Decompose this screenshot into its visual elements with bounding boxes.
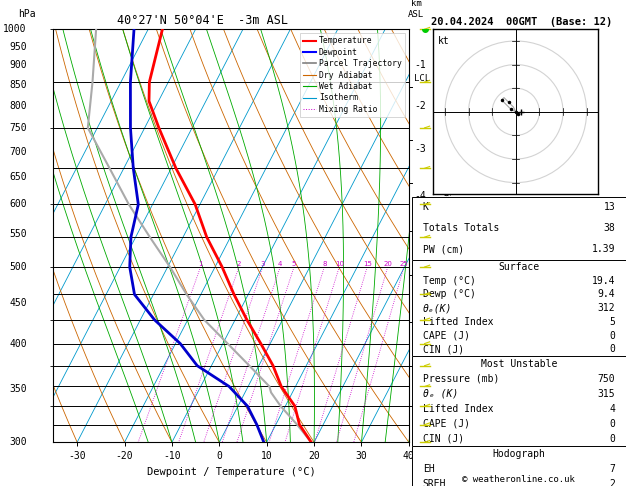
FancyBboxPatch shape [412,356,626,446]
Text: SREH: SREH [423,479,446,486]
Text: 20.04.2024  00GMT  (Base: 12): 20.04.2024 00GMT (Base: 12) [431,17,613,27]
Text: 300: 300 [9,437,27,447]
Text: Hodograph: Hodograph [493,449,545,459]
X-axis label: Dewpoint / Temperature (°C): Dewpoint / Temperature (°C) [147,467,316,477]
Text: CAPE (J): CAPE (J) [423,330,470,341]
Text: -4: -4 [414,191,426,201]
Text: -2: -2 [414,101,426,111]
Text: CIN (J): CIN (J) [423,434,464,444]
Text: 38: 38 [603,224,615,233]
Text: -3: -3 [414,144,426,154]
Text: -7: -7 [414,326,426,336]
Text: 15: 15 [363,261,372,267]
Text: Lifted Index: Lifted Index [423,404,493,414]
Text: 20: 20 [383,261,392,267]
Text: 2: 2 [610,479,615,486]
Text: 13: 13 [603,202,615,212]
Text: 1.39: 1.39 [592,244,615,255]
Text: kt: kt [438,36,450,46]
Text: 315: 315 [598,389,615,399]
Text: EH: EH [423,464,435,474]
FancyBboxPatch shape [412,260,626,356]
FancyBboxPatch shape [412,197,626,260]
Text: 4: 4 [610,404,615,414]
Text: 7: 7 [610,464,615,474]
Text: 500: 500 [9,262,27,272]
Text: 750: 750 [9,123,27,133]
Text: 10: 10 [335,261,344,267]
Text: 0: 0 [610,330,615,341]
Text: 0: 0 [610,434,615,444]
Text: 350: 350 [9,384,27,394]
Text: -5: -5 [414,236,426,245]
Text: LCL: LCL [414,74,430,84]
Text: 5: 5 [610,317,615,327]
Text: 850: 850 [9,80,27,90]
Text: Dewp (°C): Dewp (°C) [423,289,476,299]
Text: Mixing Ratio (g/kg): Mixing Ratio (g/kg) [443,185,452,287]
FancyBboxPatch shape [412,446,626,486]
Text: 650: 650 [9,172,27,182]
Text: 0: 0 [610,418,615,429]
Text: Most Unstable: Most Unstable [481,359,557,369]
Text: 25: 25 [399,261,408,267]
Text: 950: 950 [9,42,27,52]
Text: 9.4: 9.4 [598,289,615,299]
Text: θₑ(K): θₑ(K) [423,303,452,313]
Text: 4: 4 [278,261,282,267]
Text: 0: 0 [610,345,615,354]
Text: -6: -6 [414,283,426,293]
Text: © weatheronline.co.uk: © weatheronline.co.uk [462,474,576,484]
Text: Totals Totals: Totals Totals [423,224,499,233]
Text: K: K [423,202,428,212]
Text: km
ASL: km ASL [408,0,424,19]
Text: hPa: hPa [18,9,36,19]
Title: 40°27'N 50°04'E  -3m ASL: 40°27'N 50°04'E -3m ASL [117,14,288,27]
Text: 600: 600 [9,199,27,209]
Text: 19.4: 19.4 [592,276,615,286]
Text: 700: 700 [9,147,27,156]
Text: Temp (°C): Temp (°C) [423,276,476,286]
Text: 400: 400 [9,339,27,348]
Text: 5: 5 [292,261,296,267]
Text: 1000: 1000 [3,24,27,34]
Text: PW (cm): PW (cm) [423,244,464,255]
Text: θₑ (K): θₑ (K) [423,389,458,399]
Legend: Temperature, Dewpoint, Parcel Trajectory, Dry Adiabat, Wet Adiabat, Isotherm, Mi: Temperature, Dewpoint, Parcel Trajectory… [300,33,405,117]
Text: -8: -8 [414,380,426,389]
Text: 450: 450 [9,298,27,308]
Text: 1: 1 [198,261,203,267]
Text: 3: 3 [260,261,265,267]
Text: 750: 750 [598,374,615,384]
Text: CAPE (J): CAPE (J) [423,418,470,429]
Text: Pressure (mb): Pressure (mb) [423,374,499,384]
Text: -1: -1 [414,60,426,70]
Text: 312: 312 [598,303,615,313]
Text: 800: 800 [9,101,27,111]
Text: Lifted Index: Lifted Index [423,317,493,327]
Text: Surface: Surface [498,262,540,272]
Text: CIN (J): CIN (J) [423,345,464,354]
Text: 900: 900 [9,60,27,70]
Text: 2: 2 [237,261,241,267]
Text: 8: 8 [322,261,326,267]
Text: 550: 550 [9,229,27,239]
